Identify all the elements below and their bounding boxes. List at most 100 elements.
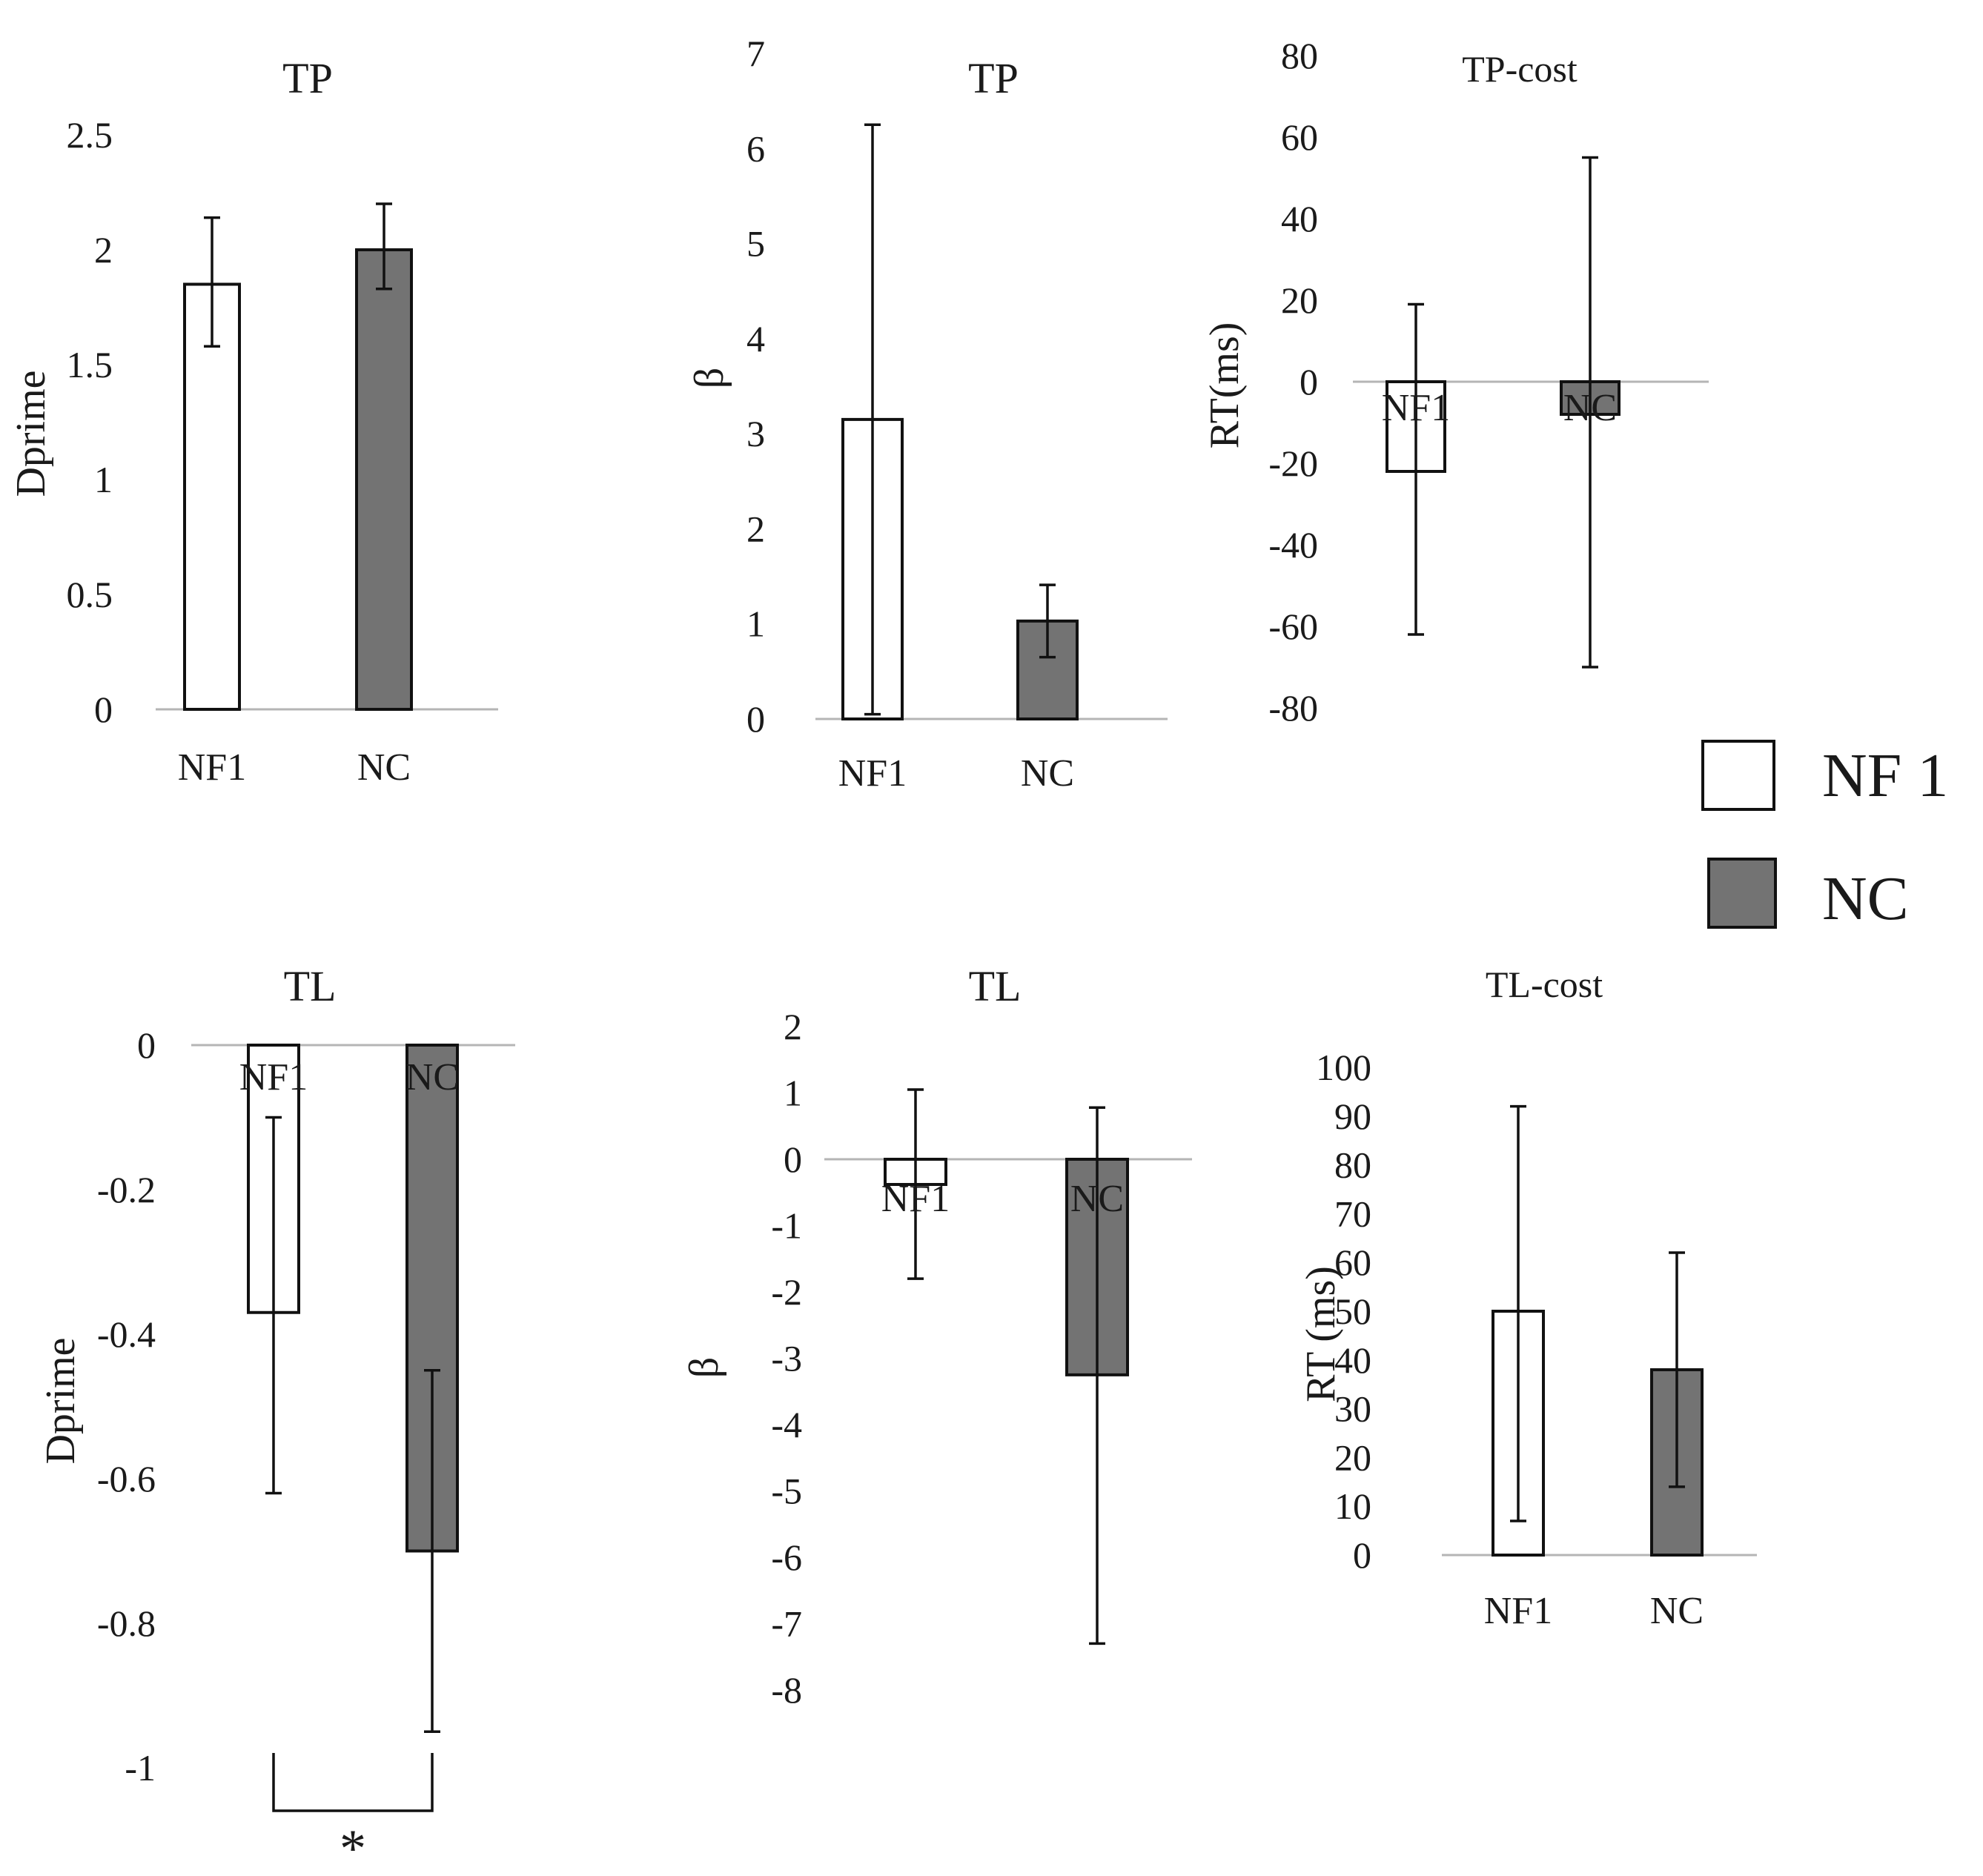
tl-cost-tick-label: 70 [1334,1193,1371,1234]
charts-layer: TP Dprime 0 0.5 1 1.5 2 2.5 NF1 NC TP β 0 1 2 3 4 5 6 7 NF1 N… [8,33,1757,1876]
tl-dprime-tick-label: 0 [137,1024,156,1066]
tl-dprime-tick-label: -1 [125,1747,156,1789]
tl-cost-tick-label: 0 [1353,1534,1371,1576]
tl-beta-error-bar-nf1 [907,1088,924,1280]
tl-beta-tick-label: -5 [771,1471,802,1512]
tl-cost-error-bar-nc [1669,1251,1685,1488]
tl-beta-tick-label: 0 [784,1138,802,1180]
tp-cost-tick-label: 20 [1281,279,1318,321]
tp-beta-tick-label: 6 [746,127,765,169]
tp-cost-tick-label: -60 [1268,606,1318,647]
tp-beta-ylabel: β [686,368,732,389]
tp-cost-title: TP-cost [1462,48,1578,90]
tp-cost-category-label-nc: NC [1563,387,1617,429]
tl-cost-tick-label: 40 [1334,1339,1371,1381]
tp-dprime-category-label-nf1: NF1 [178,746,246,789]
tl-beta-tick-label: -3 [771,1338,802,1379]
tl-beta-tick-label: 2 [784,1006,802,1047]
tp-dprime-ylabel: Dprime [8,370,54,497]
legend-label-nc: NC [1822,864,1909,933]
tp-cost-error-bar-nf1 [1408,302,1424,636]
tl-dprime-ylabel: Dprime [38,1337,84,1464]
tl-cost-tick-label: 80 [1334,1144,1371,1186]
tp-beta-title: TP [968,54,1019,102]
tp-dprime-bar-nf1 [183,282,241,711]
tp-dprime-bar-nc [355,248,413,711]
tp-beta-error-bar-nf1 [864,123,881,716]
tl-dprime-chart: TL Dprime -1 -0.8 -0.6 -0.4 -0.2 0 NF1 NC * [38,962,515,1876]
tp-dprime-category-label-nc: NC [357,746,411,789]
tl-cost-category-label-nc: NC [1650,1590,1704,1632]
tp-dprime-tick-label: 0 [94,689,113,730]
tl-cost-title: TL-cost [1486,964,1603,1005]
tp-beta-tick-label: 5 [746,223,765,265]
tl-dprime-tick-label: -0.8 [97,1602,156,1644]
tl-cost-tick-label: 60 [1334,1242,1371,1283]
tl-dprime-title: TL [284,962,337,1010]
tp-dprime-title: TP [282,54,333,102]
tl-beta-category-label-nf1: NF1 [881,1178,950,1220]
tp-beta-error-bar-nc [1039,583,1056,659]
tl-cost-chart: TL-cost RT (ms) 0 10 20 30 40 50 60 70 80 90 100 NF1 N… [1298,964,1757,1632]
tp-dprime-tick-label: 1.5 [67,344,113,385]
tp-dprime-tick-label: 2.5 [67,114,113,156]
tl-cost-error-bar-nf1 [1510,1104,1526,1522]
tp-beta-category-label-nf1: NF1 [838,752,907,795]
tl-beta-tick-label: -2 [771,1271,802,1313]
tl-beta-tick-label: -8 [771,1669,802,1711]
tl-cost-tick-label: 50 [1334,1290,1371,1332]
tp-beta-tick-label: 7 [746,33,765,74]
tl-beta-tick-label: 1 [784,1073,802,1114]
tl-beta-category-label-nc: NC [1070,1178,1124,1220]
tp-cost-tick-label: 60 [1281,116,1318,158]
tp-beta-tick-label: 0 [746,698,765,740]
tl-dprime-tick-label: -0.2 [97,1169,156,1210]
tl-beta-error-bar-nc [1089,1106,1105,1645]
tp-cost-tick-label: -20 [1268,443,1318,484]
tp-dprime-tick-label: 2 [94,229,113,271]
tl-dprime-tick-label: -0.6 [97,1458,156,1499]
tl-cost-tick-label: 30 [1334,1388,1371,1430]
tl-dprime-error-bar-nf1 [265,1116,282,1495]
tp-beta-category-label-nc: NC [1021,752,1074,795]
tp-cost-tick-label: -40 [1268,524,1318,566]
tp-dprime-error-bar-nf1 [204,216,220,348]
legend: NF 1 NC [1701,740,1948,933]
tl-cost-tick-label: 20 [1334,1436,1371,1478]
tl-beta-tick-label: -6 [771,1537,802,1578]
tl-dprime-category-label-nc: NC [405,1056,459,1098]
tl-dprime-error-bar-nc [424,1369,440,1733]
tl-cost-category-label-nf1: NF1 [1484,1590,1552,1632]
tp-beta-tick-label: 2 [746,508,765,549]
tl-dprime-significance-bracket [272,1753,434,1812]
tl-cost-tick-label: 100 [1316,1047,1371,1088]
tl-cost-tick-label: 10 [1334,1485,1371,1527]
tp-cost-tick-label: 80 [1281,35,1318,76]
tp-beta-tick-label: 1 [746,603,765,645]
tp-beta-tick-label: 3 [746,413,765,454]
tp-cost-tick-label: 0 [1300,361,1318,402]
tp-beta-tick-label: 4 [746,318,765,359]
legend-label-nf1: NF 1 [1822,741,1948,810]
tl-beta-title: TL [969,962,1022,1010]
tp-cost-tick-label: -80 [1268,687,1318,729]
tp-dprime-chart: TP Dprime 0 0.5 1 1.5 2 2.5 NF1 NC [8,54,498,789]
tp-cost-tick-label: 40 [1281,198,1318,239]
tl-dprime-category-label-nf1: NF1 [239,1056,308,1098]
tl-cost-ylabel: RT (ms) [1298,1266,1344,1402]
tp-cost-category-label-nf1: NF1 [1382,387,1450,429]
tl-beta-chart: TL β -8 -7 -6 -5 -4 -3 -2 -1 0 1 2 NF1 NC [681,962,1192,1711]
tl-beta-ylabel: β [681,1357,727,1379]
tp-cost-error-bar-nc [1582,156,1598,669]
tl-cost-tick-label: 90 [1334,1096,1371,1137]
tp-dprime-tick-label: 0.5 [67,574,113,615]
legend-swatch-nf1 [1701,740,1775,811]
tp-dprime-error-bar-nc [376,202,392,291]
tp-beta-chart: TP β 0 1 2 3 4 5 6 7 NF1 NC [686,33,1168,795]
tp-dprime-tick-label: 1 [94,459,113,500]
legend-swatch-nc [1707,858,1777,929]
tl-beta-tick-label: -4 [771,1404,802,1445]
tl-dprime-significance-marker: * [340,1819,366,1876]
tl-beta-tick-label: -7 [771,1603,802,1645]
tp-cost-chart: TP-cost RT(ms) -80 -60 -40 -20 0 20 40 60 80 NF1 NC [1202,35,1709,729]
